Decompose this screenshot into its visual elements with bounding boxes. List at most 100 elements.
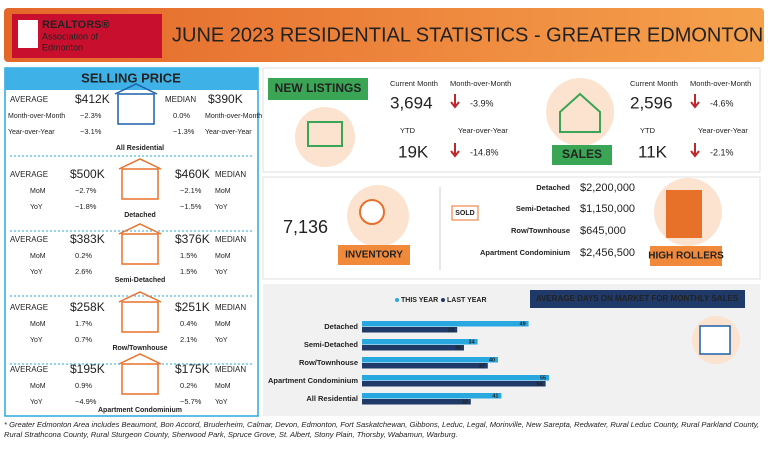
group-name: All Residential [116,145,164,152]
mom-label: MoM [215,188,231,195]
bar-label: 41 [492,393,498,399]
current-value: 2,596 [630,93,673,112]
bar [362,381,546,387]
high-roller-value: $1,150,000 [580,203,635,215]
average-value: $500K [70,167,105,181]
median-yoy: 2.1% [180,335,197,344]
mom-label: Month-over-Month [690,79,751,88]
mom-label: MoM [215,321,231,328]
median-mom: 1.5% [180,251,197,260]
listings-panel [262,67,761,173]
mom-value: 1.7% [75,319,92,328]
calendar-icon [699,325,731,355]
median-label: MEDIAN [215,235,246,244]
down-arrow [450,94,460,109]
legend-label: THIS YEAR [401,297,438,304]
median-mom: 0.0% [173,111,190,120]
inventory-label-box [338,245,410,265]
bar [362,327,458,333]
high-roller-label: Semi-Detached [516,204,571,213]
building-icon [121,168,159,200]
bar-label: 28 [448,327,454,333]
roof-icon [118,291,162,303]
header-title: JUNE 2023 RESIDENTIAL STATISTICS - GREAT… [172,24,768,46]
yoy-label: YoY [30,337,43,344]
median-value: $376K [175,232,210,246]
sales-icon [559,92,601,133]
bar-label: 49 [520,321,526,327]
median-label: MEDIAN [215,170,246,179]
bar-label: 34 [469,339,476,345]
mom-label: Month-over-Month [8,113,65,120]
chart-title: AVERAGE DAYS ON MARKET FOR MONTHLY SALES [536,294,739,303]
bar [362,363,488,369]
selling-title-band [5,68,258,90]
mom-label: MoM [30,321,46,328]
inventory-panel [262,176,761,280]
bar [362,357,498,363]
mom-value: 0.2% [75,251,92,260]
high-roller-value: $645,000 [580,225,626,237]
yoy-label: YoY [30,399,43,406]
median-yoy: 1.5% [180,267,197,276]
high-roller-label: Row/Townhouse [511,226,570,235]
mom-label: MoM [30,383,46,390]
bar-label: 54 [537,381,544,387]
roof-icon [118,158,162,170]
median-label: MEDIAN [165,95,196,104]
legend-dot [441,298,445,302]
group-name: Semi-Detached [115,277,166,284]
average-label: AVERAGE [10,303,48,312]
yoy-label: YoY [215,269,228,276]
bar-label: 32 [462,399,468,405]
yoy-value: −3.1% [80,127,102,136]
median-value: $390K [208,92,243,106]
sales-title: SALES [562,147,602,161]
median-value: $175K [175,362,210,376]
average-label: AVERAGE [10,235,48,244]
high-roller-label: Detached [536,183,570,192]
yoy-value: 2.6% [75,267,92,276]
yoy-label: Year-over-Year [698,126,748,135]
category-label: Row/Townhouse [299,358,358,367]
bar [362,375,549,381]
down-arrow [450,143,460,158]
roof-icon [118,223,162,235]
bar-label: 40 [489,357,495,363]
logo-mark [18,20,38,48]
yoy-value: 0.7% [75,335,92,344]
average-value: $412K [75,92,110,106]
high-roller-value: $2,456,500 [580,247,635,259]
mom-value: −2.7% [75,186,97,195]
listings-title: NEW LISTINGS [275,81,362,95]
listings-label-box [268,78,368,100]
listings-icon [307,121,343,147]
logo-line: Association of [42,31,99,41]
median-yoy: −1.3% [173,127,195,136]
average-label: AVERAGE [10,170,48,179]
listings-icon-bg [295,107,355,167]
inventory-icon [359,199,385,225]
legend-label: LAST YEAR [447,297,487,304]
category-label: Semi-Detached [304,340,359,349]
ytd-value: 19K [398,142,429,161]
mom-label: MoM [30,253,46,260]
average-value: $383K [70,232,105,246]
building-icon [121,363,159,395]
chart-title-box [530,290,745,308]
rollers-title: HIGH ROLLERS [648,251,724,262]
roof-icon [114,83,158,95]
yoy-label: Year-over-Year [205,129,252,136]
sold-sign [451,205,479,221]
yoy-label: YoY [215,399,228,406]
logo-line: Edmonton [42,42,83,52]
average-label: AVERAGE [10,95,48,104]
group-name: Detached [124,212,156,219]
rollers-label-box [650,246,722,266]
median-yoy: −1.5% [180,202,202,211]
selling-title: SELLING PRICE [81,70,181,85]
yoy-label: YoY [30,204,43,211]
high-roller-value: $2,200,000 [580,182,635,194]
